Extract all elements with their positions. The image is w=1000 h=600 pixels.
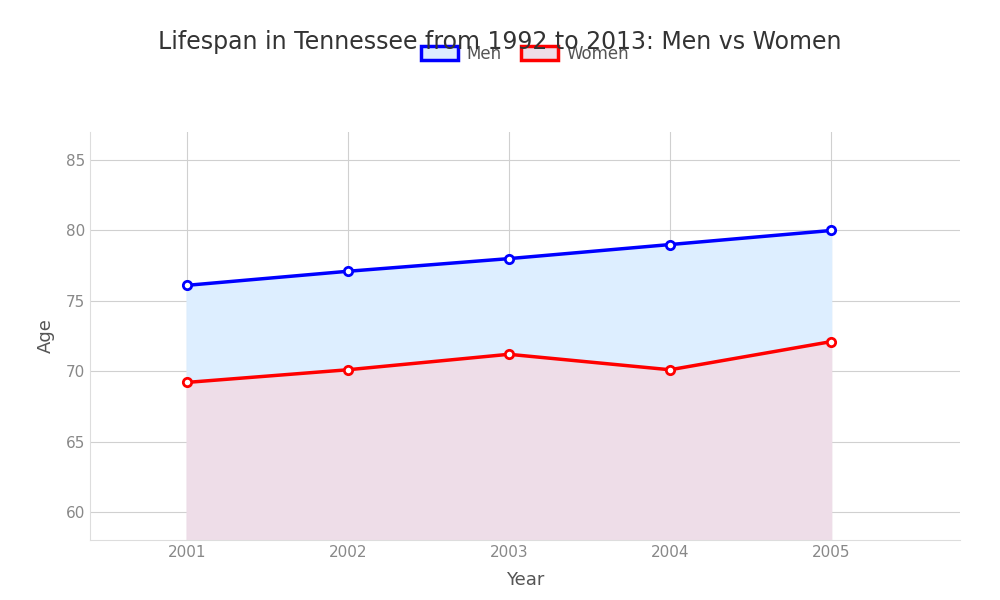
Text: Lifespan in Tennessee from 1992 to 2013: Men vs Women: Lifespan in Tennessee from 1992 to 2013:… (158, 30, 842, 54)
Y-axis label: Age: Age (37, 319, 55, 353)
X-axis label: Year: Year (506, 571, 544, 589)
Legend: Men, Women: Men, Women (414, 38, 636, 70)
